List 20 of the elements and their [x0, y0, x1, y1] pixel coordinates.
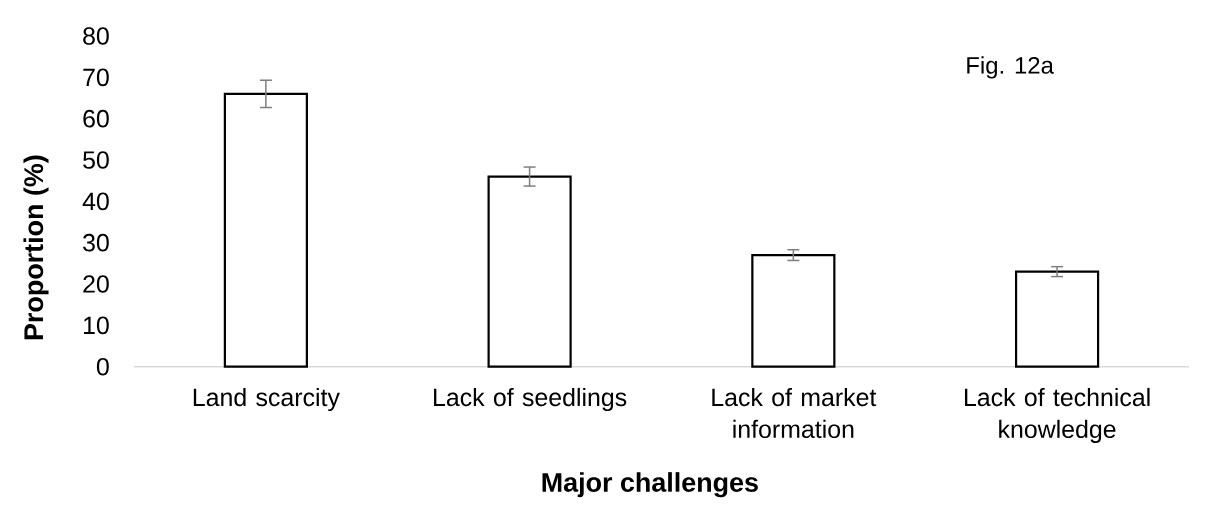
x-tick-label: Lack of technical knowledge	[964, 387, 1150, 443]
x-tick-label: Land scarcity	[193, 387, 340, 412]
bar	[751, 253, 836, 368]
y-tick-label: 70	[83, 68, 109, 87]
annotation: Fig. 12a	[967, 56, 1054, 79]
y-tick-label: 80	[83, 27, 109, 45]
y-tick-label: 40	[82, 192, 109, 211]
x-tick-label: Lack of seedlings	[434, 387, 627, 412]
x-tick-label: Lack of market information	[712, 387, 877, 439]
y-tick-label: 20	[83, 275, 109, 293]
y-tick-label: 50	[83, 151, 109, 169]
y-tick-label: 10	[83, 316, 109, 335]
bar	[487, 175, 572, 368]
bar	[223, 92, 308, 368]
y-axis-title: Proportion (%)	[23, 155, 49, 340]
x-axis-title: Major challenges	[542, 472, 758, 498]
y-tick-label: 0	[96, 357, 109, 376]
y-tick-label: 60	[83, 109, 109, 128]
y-tick-label: 30	[83, 233, 109, 252]
bar	[1014, 270, 1100, 368]
